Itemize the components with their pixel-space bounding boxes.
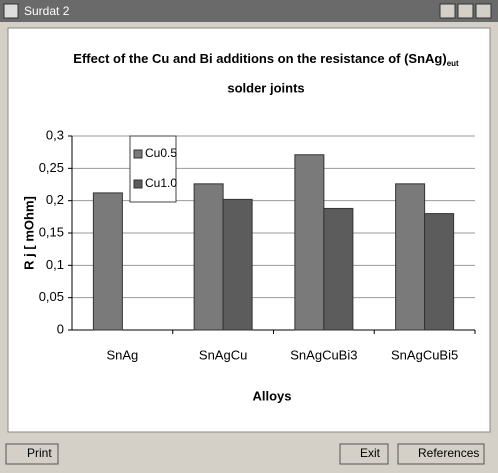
legend (129, 135, 177, 203)
button-label[interactable]: Print (27, 446, 52, 460)
window-title: Surdat 2 (24, 4, 70, 18)
bar (222, 198, 253, 331)
x-tick-label: SnAg (106, 347, 138, 362)
bar (323, 207, 354, 331)
x-tick-label: SnAgCuBi5 (391, 347, 458, 362)
y-tick-label: 0,3 (46, 127, 64, 142)
legend-swatch (133, 179, 143, 189)
bar (395, 183, 426, 331)
y-tick-label: 0,2 (46, 192, 64, 207)
button-face[interactable] (5, 443, 59, 465)
exit-button[interactable]: Exit (339, 443, 389, 465)
bar (294, 154, 325, 331)
button-face[interactable] (339, 443, 389, 465)
legend-label: Cu1.0 (145, 176, 177, 190)
y-tick-label: 0,1 (46, 257, 64, 272)
button-label[interactable]: Exit (360, 446, 381, 460)
y-tick-label: 0,25 (39, 160, 64, 175)
y-tick-label: 0,05 (39, 289, 64, 304)
chart-title-line2: solder joints (227, 80, 304, 95)
print-button[interactable]: Print (5, 443, 59, 465)
y-tick-label: 0 (57, 321, 64, 336)
x-axis-label: Alloys (252, 388, 291, 403)
references-button[interactable]: References (397, 443, 485, 465)
legend-label: Cu0.5 (145, 146, 177, 160)
button-face[interactable] (397, 443, 485, 465)
y-tick-label: 0,15 (39, 224, 64, 239)
x-tick-label: SnAgCuBi3 (290, 347, 357, 362)
minimize-button[interactable] (439, 3, 456, 19)
chart-title: Effect of the Cu and Bi additions on the… (73, 51, 459, 68)
bar (92, 192, 123, 331)
button-label[interactable]: References (418, 446, 479, 460)
bar (424, 213, 455, 331)
close-button[interactable] (475, 3, 492, 19)
title-bar (0, 0, 498, 22)
y-axis-label: R j [ mOhm] (21, 196, 36, 270)
bar (193, 183, 224, 331)
legend-swatch (133, 149, 143, 159)
x-tick-label: SnAgCu (199, 347, 247, 362)
maximize-button[interactable] (457, 3, 474, 19)
app-icon (3, 3, 19, 19)
